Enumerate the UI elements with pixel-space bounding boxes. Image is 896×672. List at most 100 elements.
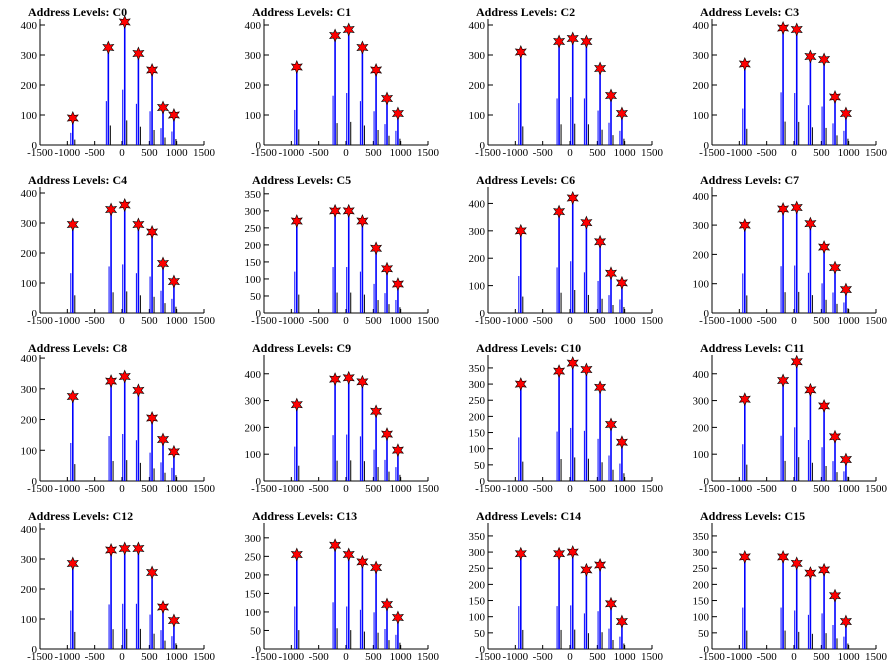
y-tick-label: 300	[245, 533, 262, 545]
chart-svg: 0 100 200 300 400 -1500 -1000 -500 0 500 1000 1500	[469, 19, 664, 159]
peak-marker	[380, 261, 394, 276]
peak-marker	[156, 100, 170, 115]
y-tick-label: 0	[32, 644, 38, 656]
y-tick-label: 0	[32, 476, 38, 488]
chart-svg: 0 100 200 300 400 -1500 -1000 -500 0 500 1000 1500	[21, 15, 216, 159]
peak-marker	[156, 432, 170, 447]
peak-marker	[580, 562, 593, 577]
y-tick-label: 0	[704, 140, 710, 152]
peak-marker	[790, 200, 803, 215]
y-tick-label: 200	[245, 80, 262, 92]
chart-title: Address Levels: C15	[700, 509, 806, 523]
x-tick-label: 1000	[614, 483, 637, 495]
peak-marker	[818, 52, 831, 67]
x-tick-label: -500	[85, 483, 106, 495]
x-tick-label: 500	[813, 315, 830, 327]
chart-title: Address Levels: C12	[28, 509, 134, 523]
y-tick-label: 200	[21, 248, 38, 260]
x-tick-label: -500	[309, 651, 330, 663]
chart-title: Address Levels: C9	[252, 341, 352, 355]
y-tick-label: 50	[474, 628, 486, 640]
x-tick-label: 1000	[838, 483, 861, 495]
x-tick-label: -1000	[278, 147, 304, 159]
peak-marker	[514, 546, 527, 561]
y-tick-label: 100	[21, 278, 38, 290]
x-tick-label: 1500	[417, 315, 440, 327]
x-tick-label: 0	[791, 483, 797, 495]
chart-title: Address Levels: C3	[700, 5, 800, 19]
y-tick-label: 400	[245, 20, 262, 32]
y-tick-label: 200	[21, 584, 38, 596]
x-tick-label: -500	[757, 147, 778, 159]
chart-svg: 0 100 200 300 400 -1500 -1000 -500 0 500 1000 1500	[245, 19, 440, 159]
peak-marker	[566, 190, 579, 205]
chart-title: Address Levels: C7	[700, 173, 800, 187]
chart-panel: Address Levels: C1 0 100 200 300 400 -1500 -100…	[224, 0, 448, 168]
peak-marker	[566, 356, 579, 371]
peak-marker	[167, 108, 180, 122]
y-tick-label: 400	[21, 188, 38, 200]
x-tick-label: 1500	[865, 315, 888, 327]
x-tick-label: -500	[533, 147, 554, 159]
peak-marker	[66, 217, 79, 232]
y-tick-label: 400	[469, 20, 486, 32]
x-tick-label: -1500	[27, 315, 53, 327]
peak-marker	[105, 543, 118, 557]
y-tick-label: 250	[469, 395, 486, 407]
peak-marker	[156, 600, 170, 614]
y-tick-label: 400	[21, 20, 38, 32]
y-tick-label: 300	[693, 220, 710, 232]
y-tick-label: 200	[693, 80, 710, 92]
chart-svg: 0 50 100 150 200 250 300 350 -1500 -1000 -500 0 500 1…	[693, 523, 888, 663]
y-tick-label: 300	[21, 50, 38, 62]
x-tick-label: 1000	[390, 315, 413, 327]
peak-marker	[604, 88, 618, 103]
chart-title: Address Levels: C5	[252, 173, 352, 187]
y-tick-label: 300	[469, 226, 486, 238]
peak-marker	[118, 198, 131, 212]
y-tick-label: 100	[693, 612, 710, 624]
y-tick-label: 100	[245, 607, 262, 619]
x-tick-label: -500	[309, 483, 330, 495]
x-tick-label: 500	[365, 147, 382, 159]
peak-marker	[356, 374, 369, 389]
peak-marker	[342, 22, 355, 37]
x-tick-label: 1500	[641, 147, 664, 159]
chart-panel: Address Levels: C5 0 50 100 150 200 250 300 350 -…	[224, 168, 448, 336]
peak-marker	[146, 565, 159, 580]
x-tick-label: 0	[791, 651, 797, 663]
y-tick-label: 0	[32, 140, 38, 152]
peak-marker	[790, 354, 803, 369]
y-tick-label: 0	[256, 308, 262, 320]
x-tick-label: 0	[567, 651, 573, 663]
peak-marker	[167, 274, 180, 289]
x-tick-label: -1500	[251, 483, 277, 495]
peak-marker	[118, 369, 131, 384]
chart-svg: 0 100 200 300 400 -1500 -1000 -500 0 500 1000 1500	[469, 187, 664, 327]
chart-title: Address Levels: C2	[476, 5, 576, 19]
chart-title: Address Levels: C10	[476, 341, 582, 355]
x-tick-label: -1500	[699, 315, 725, 327]
x-tick-label: -1000	[502, 315, 528, 327]
peak-marker	[828, 429, 842, 444]
x-tick-label: 1000	[166, 651, 189, 663]
chart-title: Address Levels: C11	[700, 341, 805, 355]
peak-marker	[105, 202, 118, 217]
chart-title: Address Levels: C0	[28, 5, 128, 19]
peak-marker	[329, 372, 342, 387]
peak-marker	[553, 546, 566, 561]
y-tick-label: 300	[693, 547, 710, 559]
x-tick-label: 1500	[193, 315, 216, 327]
peak-marker	[604, 266, 618, 281]
peak-marker	[391, 443, 404, 458]
peak-marker	[804, 216, 817, 231]
y-tick-label: 300	[469, 379, 486, 391]
peak-marker	[615, 614, 628, 629]
y-tick-label: 200	[245, 422, 262, 434]
chart-title: Address Levels: C4	[28, 173, 128, 187]
peak-marker	[132, 383, 145, 398]
x-tick-label: -1500	[27, 147, 53, 159]
x-tick-label: 0	[791, 147, 797, 159]
y-tick-label: 400	[245, 369, 262, 381]
